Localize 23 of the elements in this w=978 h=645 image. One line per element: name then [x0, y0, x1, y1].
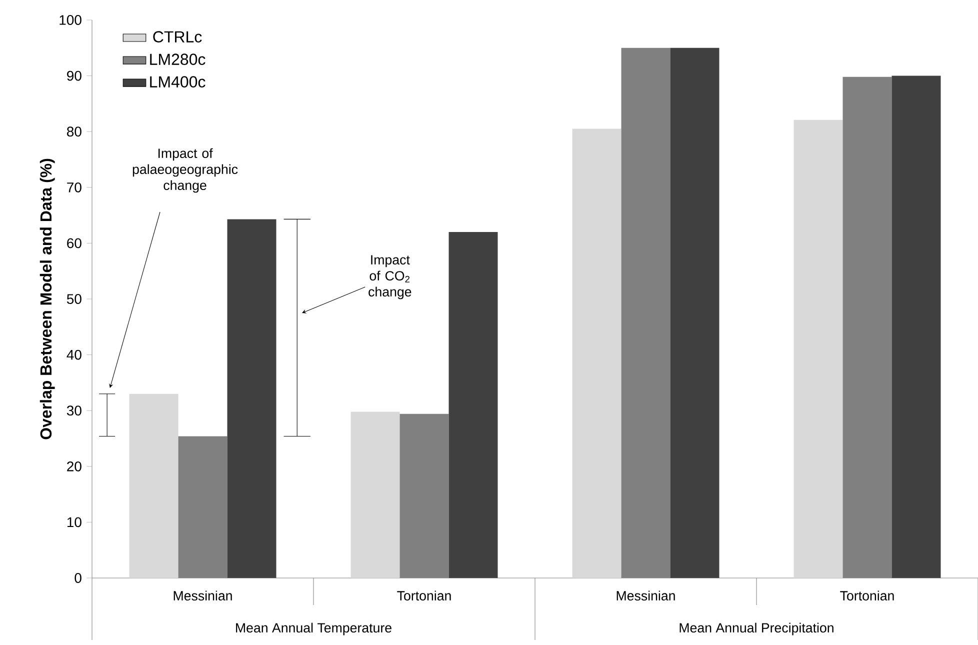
y-tick-label: 100	[60, 15, 82, 25]
legend-label: LM280c	[150, 54, 206, 65]
x-tick-label: Tortonian	[397, 590, 451, 600]
legend-label: CTRLc	[153, 31, 202, 42]
y-tick-label: 10	[67, 517, 82, 528]
y-tick-label: 30	[66, 406, 82, 416]
x-tick-label: Tortonian	[840, 590, 894, 600]
x-tick-label: Messinian	[174, 590, 232, 600]
y-axis-title: Overlap Between Model and Data (%)	[40, 158, 55, 440]
text: Mean Annual Temperature	[236, 622, 392, 636]
y-tick-label: 90	[67, 70, 82, 81]
y-tick-label: 0	[74, 573, 82, 583]
annotation: Impact of palaeogeographic change	[132, 148, 238, 193]
annotation: Impact of CO$_{2}$ change	[368, 255, 412, 300]
legend-label: LM400c	[150, 76, 206, 88]
x-tick-label: Messinian	[616, 590, 675, 600]
y-tick-label: 70	[67, 182, 82, 192]
y-tick-label: 60	[67, 238, 82, 248]
y-tick-label: 80	[67, 126, 82, 137]
y-tick-label: 40	[66, 350, 82, 360]
y-tick-label: 20	[67, 461, 82, 472]
y-tick-label: 50	[66, 294, 82, 304]
text: Mean Annual Precipitation	[680, 622, 834, 636]
